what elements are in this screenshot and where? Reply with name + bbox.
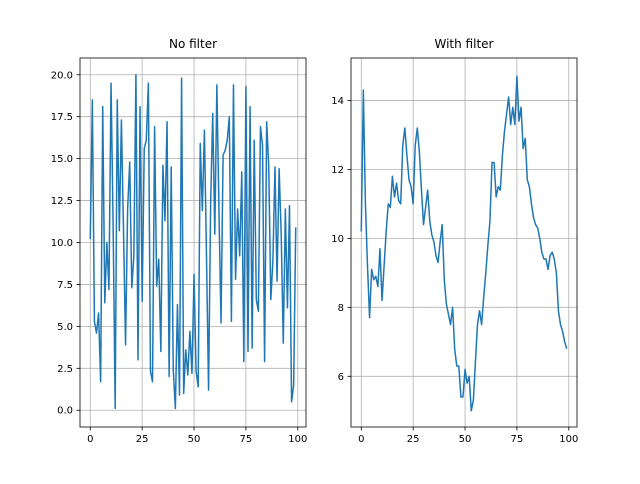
y-tick-label: 14 [331,96,344,107]
x-tick-label: 0 [87,434,93,445]
y-tick-label: 8 [338,303,344,314]
x-tick-label: 75 [511,434,524,445]
y-tick-label: 0.0 [57,406,73,417]
y-tick-label: 12.5 [51,196,73,207]
y-tick-label: 6 [338,372,344,383]
y-tick-label: 5.0 [57,322,73,333]
y-tick-label: 17.5 [51,112,73,123]
x-tick-label: 0 [358,434,364,445]
y-tick-label: 20.0 [51,70,73,81]
x-tick-label: 100 [559,434,578,445]
x-tick-label: 50 [459,434,472,445]
x-tick-label: 50 [188,434,201,445]
y-tick-label: 10 [331,234,344,245]
x-tick-label: 75 [240,434,253,445]
axes-frame [350,57,578,428]
x-tick-label: 25 [136,434,149,445]
y-tick-label: 7.5 [57,280,73,291]
x-tick-label: 100 [288,434,307,445]
y-tick-label: 12 [331,165,344,176]
y-tick-label: 10.0 [51,238,73,249]
subplot-1: 0 25 50 75 100 0.0 2.5 5.0 7.5 10.0 12.5 15.0 17.5 20… [51,37,308,445]
subplot-title: With filter [435,37,494,51]
subplot-title: No filter [169,37,217,51]
series-line [89,74,297,410]
y-tick-label: 15.0 [51,154,73,165]
series-line [360,75,568,412]
y-tick-label: 2.5 [57,364,73,375]
subplot-2: 0 25 50 75 100 6 8 10 12 14 With filter [331,37,578,445]
x-tick-label: 25 [407,434,420,445]
